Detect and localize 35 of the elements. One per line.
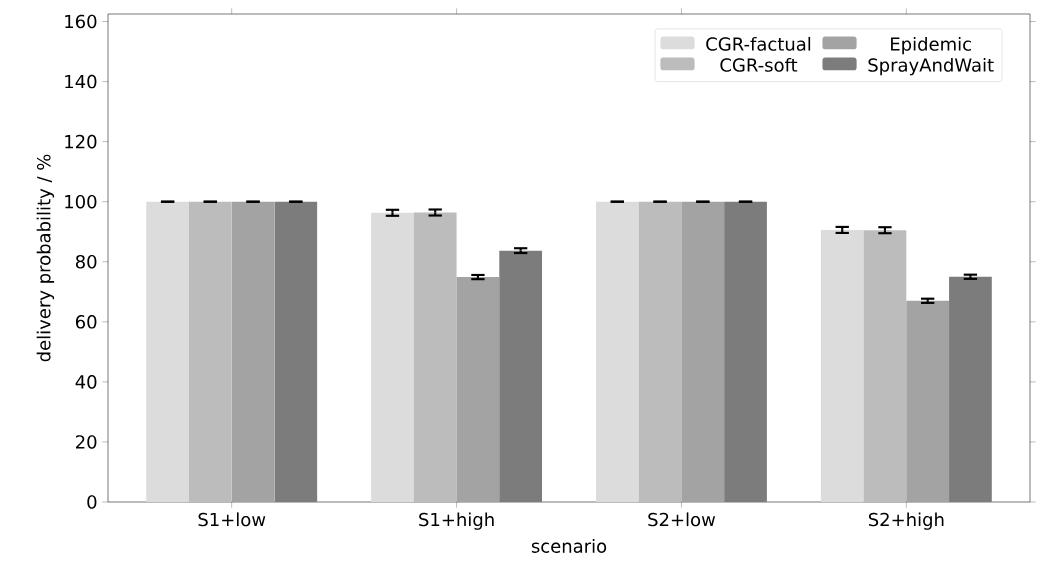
bar	[638, 201, 682, 502]
bar	[146, 201, 189, 502]
y-tick-label: 40	[75, 375, 97, 389]
legend-label: Epidemic	[891, 36, 971, 55]
bar	[820, 229, 864, 502]
x-tick-label: S1+high	[419, 512, 494, 530]
bar	[724, 201, 767, 502]
bar	[188, 201, 232, 502]
bar	[274, 201, 318, 502]
bar	[371, 212, 414, 502]
y-tick-label: 160	[65, 14, 97, 29]
x-tick-label: S2+low	[648, 512, 716, 527]
bar	[499, 250, 543, 502]
y-tick-label: 20	[76, 435, 97, 449]
bar	[949, 276, 992, 502]
y-tick-label: 100	[65, 194, 97, 209]
bar	[231, 201, 275, 502]
x-tick-label: S2+high	[868, 512, 944, 530]
bar	[595, 201, 639, 502]
bar	[863, 230, 907, 502]
x-axis-title: scenario	[531, 538, 607, 553]
y-tick-label: 60	[75, 315, 97, 329]
bar	[906, 300, 950, 502]
legend-label: CGR-soft	[720, 57, 798, 72]
legend-label: SprayAndWait	[868, 57, 994, 76]
y-tick-label: 140	[65, 74, 97, 89]
bar	[413, 212, 457, 502]
y-tick-label: 0	[87, 495, 97, 509]
x-tick-label: S1+low	[198, 512, 266, 527]
y-tick-label: 80	[75, 254, 97, 269]
legend-label: CGR-factual	[706, 36, 811, 51]
bar	[681, 201, 725, 502]
y-tick-label: 120	[65, 134, 97, 149]
y-axis-title: delivery probability / %	[36, 154, 55, 362]
bar	[456, 277, 500, 502]
